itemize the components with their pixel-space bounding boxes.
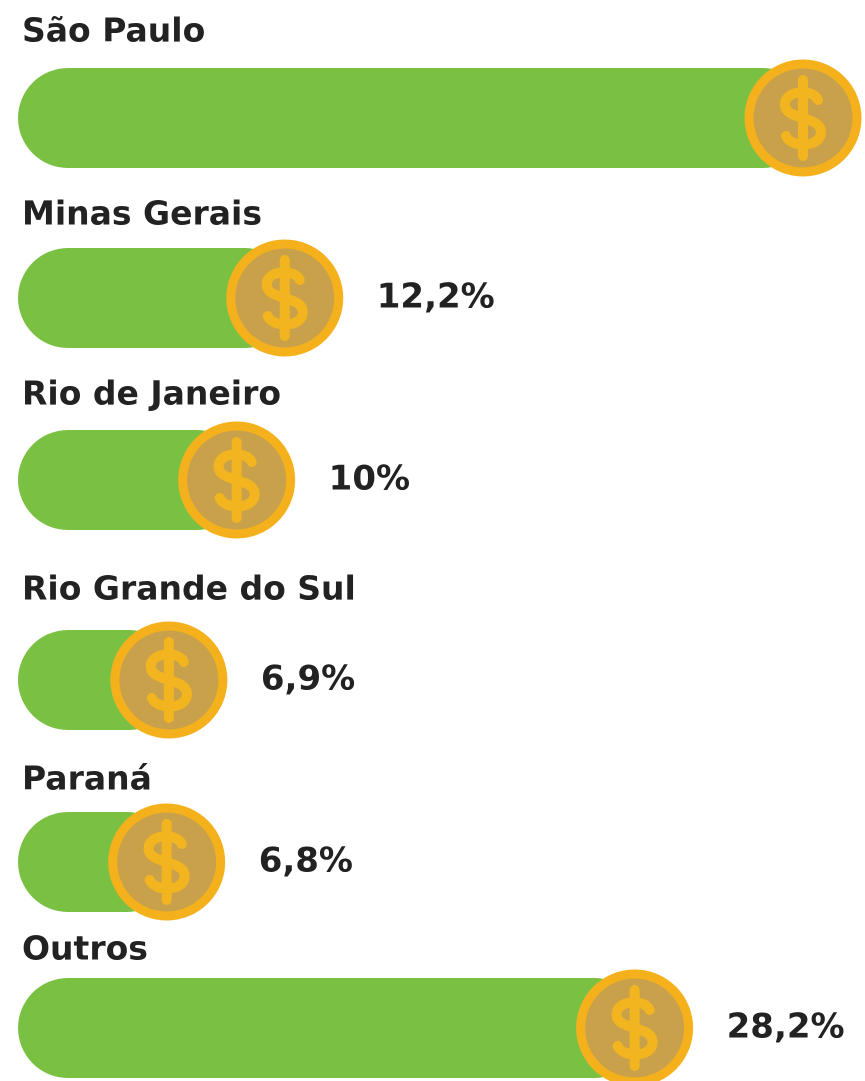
- dollar-icon: [611, 985, 658, 1071]
- dollar-icon: [213, 437, 260, 523]
- value-label: 6,8%: [259, 841, 353, 881]
- bar: [18, 978, 645, 1078]
- category-label: Paraná: [22, 759, 152, 798]
- bar: [18, 248, 295, 348]
- dollar-icon: [261, 255, 308, 341]
- category-label: Outros: [22, 929, 148, 968]
- value-label: 6,9%: [261, 659, 355, 699]
- category-label: São Paulo: [22, 11, 205, 50]
- dollar-icon: [780, 75, 827, 161]
- category-label: Rio Grande do Sul: [22, 569, 356, 608]
- dollar-icon: [145, 637, 192, 723]
- value-label: 28,2%: [727, 1007, 845, 1047]
- category-label: Rio de Janeiro: [22, 374, 281, 413]
- value-label: 10%: [329, 459, 410, 499]
- category-label: Minas Gerais: [22, 194, 262, 233]
- dollar-icon: [143, 819, 190, 905]
- value-label: 12,2%: [377, 277, 495, 317]
- bar: [18, 68, 813, 168]
